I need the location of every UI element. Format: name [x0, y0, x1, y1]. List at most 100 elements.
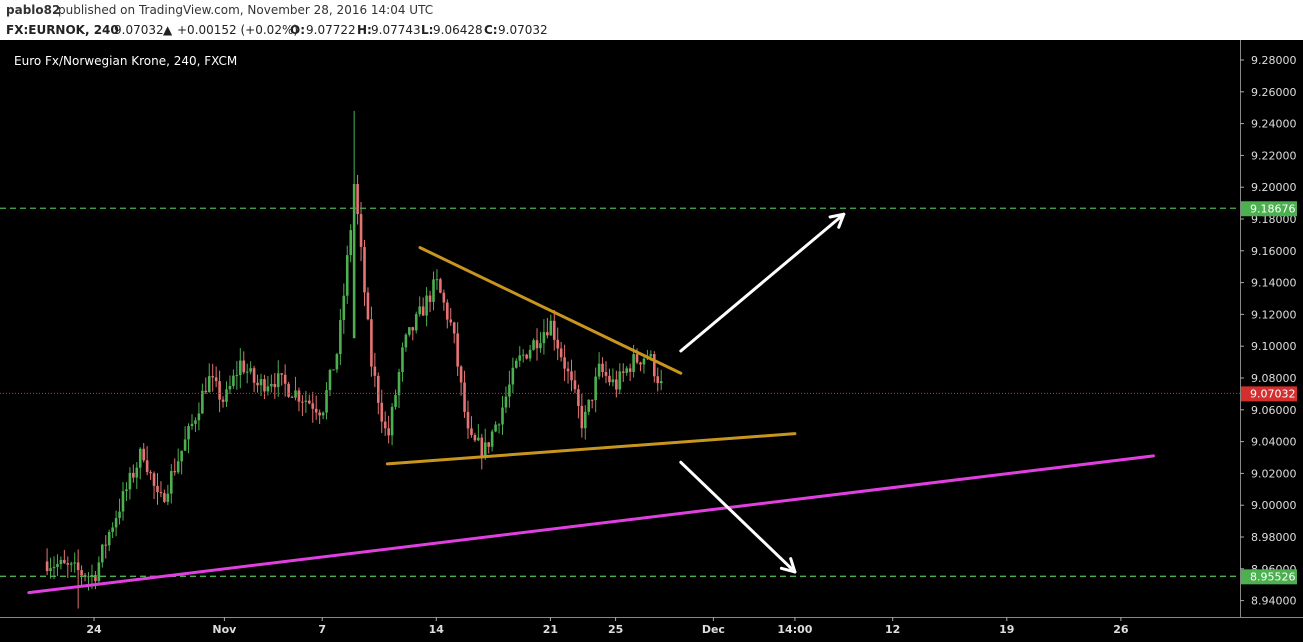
candle-body	[339, 320, 342, 355]
candle-body	[408, 327, 411, 335]
candle-body	[590, 399, 594, 401]
candle-body	[45, 561, 49, 572]
candle-body	[394, 395, 397, 407]
candle-body	[301, 401, 304, 403]
candle-body	[145, 460, 149, 473]
candle-body	[249, 368, 252, 372]
last-price-label: 9.07032	[114, 23, 164, 37]
candle-body	[297, 390, 301, 402]
candle-body	[608, 375, 611, 383]
price-chart[interactable]: 9.280009.260009.240009.220009.200009.180…	[0, 40, 1303, 642]
candle-body	[397, 372, 401, 396]
candle-body	[245, 371, 249, 373]
candle-body	[439, 279, 442, 293]
candle-body	[287, 383, 290, 397]
candle-body	[639, 362, 642, 365]
candle-body	[656, 376, 660, 384]
support-trendline	[27, 454, 1155, 595]
candle-body	[442, 292, 446, 303]
candle-body	[97, 562, 101, 582]
change-label: +0.00152 (+0.02%)	[177, 23, 299, 37]
x-tick-label: 25	[608, 623, 623, 636]
y-tick-label: 9.26000	[1251, 86, 1297, 99]
candle-body	[470, 428, 473, 436]
candle-body	[311, 403, 315, 409]
candle-body	[618, 371, 622, 390]
candle-body	[163, 493, 166, 502]
candle-body	[356, 184, 359, 215]
candle-body	[332, 369, 335, 371]
candle-body	[270, 383, 273, 387]
candle-body	[66, 563, 70, 565]
candle-body	[532, 340, 535, 350]
candle-body	[201, 390, 204, 414]
breakout-arrow-up-head	[828, 212, 846, 229]
candle-body	[632, 354, 635, 372]
y-tick-label: 9.28000	[1251, 54, 1297, 67]
candle-body	[418, 306, 421, 315]
lower-triangle-line	[385, 432, 797, 466]
candle-body	[611, 379, 615, 383]
up-arrow-icon: ▲	[163, 23, 173, 37]
candle-body	[432, 279, 435, 302]
candle-body	[159, 492, 163, 494]
candle-body	[559, 348, 563, 358]
candle-body	[256, 382, 259, 386]
candle-body	[235, 375, 239, 377]
last-price-badge	[1241, 386, 1297, 402]
candle-body	[584, 411, 587, 429]
level-badge-upper	[1241, 201, 1297, 217]
candle-body	[283, 374, 287, 384]
x-tick-label: Nov	[212, 623, 237, 636]
y-tick-label: 9.06000	[1251, 404, 1297, 417]
y-tick-label: 9.22000	[1251, 149, 1297, 162]
low-label: L:	[421, 23, 434, 37]
candle-body	[152, 473, 156, 486]
candle-body	[366, 292, 370, 320]
candle-body	[649, 354, 653, 357]
candle-body	[252, 368, 256, 383]
candle-body	[497, 424, 501, 426]
candle-body	[435, 279, 439, 281]
candle-body	[383, 421, 387, 429]
candle-body	[359, 214, 363, 247]
candle-body	[273, 383, 277, 388]
candle-body	[452, 322, 456, 334]
candle-body	[601, 363, 604, 373]
candle-body	[459, 366, 463, 383]
breakdown-arrow-down-head	[779, 557, 797, 574]
publish-header: pablo82 published on TradingView.com, No…	[0, 0, 1303, 21]
candle-body	[49, 568, 52, 572]
candle-body	[118, 511, 121, 519]
candle-body	[111, 527, 114, 532]
y-tick-label: 9.08000	[1251, 372, 1297, 385]
candle-body	[266, 386, 270, 392]
breakdown-arrow-down	[679, 460, 797, 574]
open-value: 9.07722	[306, 23, 356, 37]
candle-body	[176, 461, 180, 473]
x-tick-label: 14	[429, 623, 445, 636]
y-tick-label: 9.24000	[1251, 118, 1297, 131]
author-name[interactable]: pablo82	[6, 3, 61, 17]
candle-body	[428, 295, 432, 302]
candle-body	[535, 340, 539, 349]
candle-body	[239, 360, 242, 376]
candle-body	[308, 400, 311, 404]
candle-body	[473, 435, 477, 441]
x-tick-label: 7	[318, 623, 326, 636]
candle-body	[314, 408, 318, 413]
candle-body	[628, 368, 632, 372]
y-tick-label: 9.02000	[1251, 467, 1297, 480]
candle-body	[604, 372, 608, 376]
candle-body	[570, 371, 573, 381]
candle-body	[597, 363, 601, 377]
candle-body	[170, 471, 173, 494]
candle-body	[228, 385, 232, 390]
candle-body	[342, 295, 346, 321]
candle-body	[194, 420, 197, 424]
candle-body	[525, 354, 528, 359]
close-value: 9.07032	[498, 23, 548, 37]
candle-body	[138, 448, 142, 468]
candle-body	[587, 399, 591, 412]
candle-body	[642, 358, 646, 365]
